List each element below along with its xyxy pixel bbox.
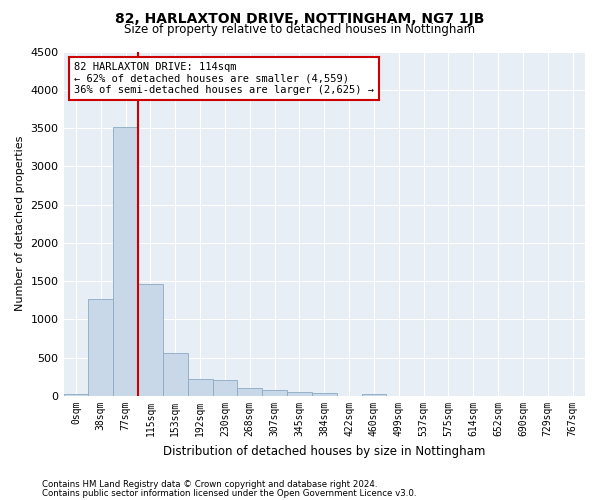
Text: Contains HM Land Registry data © Crown copyright and database right 2024.: Contains HM Land Registry data © Crown c… — [42, 480, 377, 489]
Bar — [88, 299, 113, 396]
Y-axis label: Number of detached properties: Number of detached properties — [15, 136, 25, 312]
Bar — [64, 394, 88, 396]
Bar — [188, 379, 212, 396]
Bar — [312, 393, 337, 396]
Bar — [238, 388, 262, 396]
Text: 82 HARLAXTON DRIVE: 114sqm
← 62% of detached houses are smaller (4,559)
36% of s: 82 HARLAXTON DRIVE: 114sqm ← 62% of deta… — [74, 62, 374, 95]
Bar — [163, 353, 188, 396]
Text: Size of property relative to detached houses in Nottingham: Size of property relative to detached ho… — [124, 22, 476, 36]
Text: Contains public sector information licensed under the Open Government Licence v3: Contains public sector information licen… — [42, 488, 416, 498]
Bar — [362, 394, 386, 396]
Bar — [262, 390, 287, 396]
Bar — [138, 284, 163, 396]
Bar — [113, 126, 138, 396]
Bar — [212, 380, 238, 396]
Bar — [287, 392, 312, 396]
X-axis label: Distribution of detached houses by size in Nottingham: Distribution of detached houses by size … — [163, 444, 485, 458]
Text: 82, HARLAXTON DRIVE, NOTTINGHAM, NG7 1JB: 82, HARLAXTON DRIVE, NOTTINGHAM, NG7 1JB — [115, 12, 485, 26]
